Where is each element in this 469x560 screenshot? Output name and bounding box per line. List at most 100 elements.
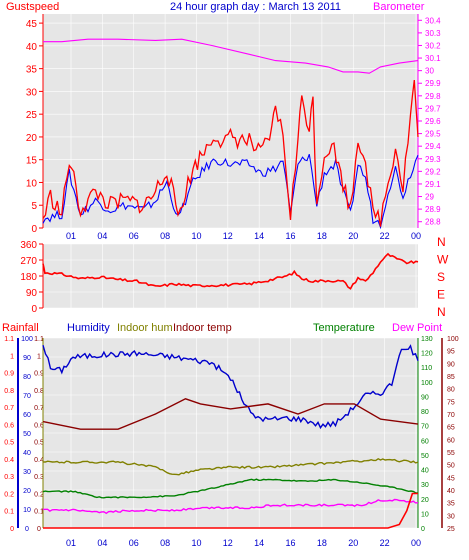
temperature-tick-label: 10: [421, 511, 429, 518]
dew-point-tick-label: 25: [447, 526, 455, 533]
baro-axis: 28.8 28.9 29 29.1 29.2 29.3 29.4 29.5 29.6 29.7 29…: [417, 14, 441, 228]
chart-title: 24 hour graph day : March 13 2011: [170, 1, 341, 13]
indoor-temp-header: Indoor temp: [173, 322, 232, 334]
humidity-line: [42, 344, 419, 430]
temperature-tick-label: 90: [421, 394, 429, 401]
baro-tick-label: 29.3: [425, 155, 441, 164]
gust-axis: 0 5 10 15 20 25 30 35 40 45: [26, 14, 44, 235]
humidity-header: Humidity: [67, 322, 110, 334]
humidity-tick-label: 40: [23, 450, 31, 457]
humidity-tick-label: 20: [23, 488, 31, 495]
gust-tick-label: 5: [31, 201, 37, 212]
baro-line: [43, 38, 419, 74]
compass-label: S: [437, 270, 445, 284]
gust-tick-label: 35: [26, 65, 38, 76]
baro-tick-label: 28.9: [425, 205, 441, 214]
indoor-tick-label: 0: [37, 526, 41, 533]
time-tick-label: 20: [348, 231, 358, 241]
gust-tick-label: 45: [26, 19, 38, 30]
dew-point-tick-label: 40: [447, 488, 455, 495]
baro-tick-label: 29.1: [425, 180, 441, 189]
dew-point-tick-label: 30: [447, 513, 455, 520]
indoor-tick-label: 0.7: [34, 405, 44, 412]
rainfall-tick-label: 0.1: [4, 509, 14, 516]
time-tick-label: 08: [160, 538, 170, 548]
dew-point-tick-label: 80: [447, 387, 455, 394]
time-tick-label: 18: [317, 231, 327, 241]
temperature-tick-label: 50: [421, 453, 429, 460]
dew-point-tick-label: 35: [447, 501, 455, 508]
baro-tick-label: 29.9: [425, 79, 441, 88]
time-tick-label: 16: [286, 538, 296, 548]
gust-axis-label: Gustspeed: [6, 1, 59, 13]
temperature-panel-axes: 00.10.20.30.40.50.60.70.80.911.101020304…: [4, 336, 459, 533]
time-tick-label: 01: [66, 538, 76, 548]
temperature-tick-label: 20: [421, 497, 429, 504]
temperature-tick-label: 130: [421, 336, 433, 343]
indoor-tick-label: 0.6: [34, 422, 44, 429]
rainfall-tick-label: 0.9: [4, 371, 14, 378]
time-tick-label: 12: [223, 538, 233, 548]
time-tick-label: 20: [348, 538, 358, 548]
baro-tick-label: 29.8: [425, 92, 441, 101]
time-tick-label: 12: [223, 231, 233, 241]
indoor-tick-label: 0.3: [34, 474, 44, 481]
indoor-tick-label: 0.9: [34, 371, 44, 378]
temperature-time-axis: 01 04 06 08 10 12 14 16 18 20 22 00: [66, 538, 421, 548]
gust-tick-label: 40: [26, 42, 38, 53]
dew-point-tick-label: 100: [447, 336, 459, 343]
temperature-tick-label: 0: [421, 526, 425, 533]
humidity-tick-label: 50: [23, 431, 31, 438]
direction-tick-label: 0: [31, 304, 37, 315]
gust-tick-label: 15: [26, 156, 38, 167]
time-tick-label: 14: [254, 231, 264, 241]
gust-tick-label: 25: [26, 110, 38, 121]
temperature-tick-label: 80: [421, 409, 429, 416]
gust-tick-label: 10: [26, 178, 38, 189]
indoor-tick-label: 0.5: [34, 440, 44, 447]
temperature-tick-label: 60: [421, 438, 429, 445]
dew-point-tick-label: 60: [447, 437, 455, 444]
time-tick-label: 00: [411, 538, 421, 548]
compass-label: N: [437, 235, 446, 249]
time-tick-label: 18: [317, 538, 327, 548]
temperature-series: [42, 344, 419, 529]
baro-tick-label: 28.8: [425, 218, 441, 227]
rainfall-tick-label: 0.7: [4, 405, 14, 412]
wind-time-axis: 01 04 06 08 10 12 14 16 18 20 22 00: [66, 231, 421, 241]
wind-line: [42, 154, 419, 230]
direction-tick-label: 90: [26, 288, 38, 299]
gust-tick-label: 20: [26, 133, 38, 144]
time-tick-label: 10: [191, 538, 201, 548]
direction-series: [42, 252, 419, 290]
temperature-line: [42, 478, 419, 499]
time-tick-label: 04: [97, 231, 107, 241]
time-tick-label: 16: [286, 231, 296, 241]
wind-panel-grid: [43, 14, 418, 229]
direction-tick-label: 360: [20, 240, 37, 251]
indoor-hum-line: [42, 457, 419, 476]
gust-tick-label: 0: [31, 224, 37, 235]
rainfall-tick-label: 0: [10, 526, 14, 533]
baro-tick-label: 30.4: [425, 16, 441, 25]
indoor-tick-label: 0.8: [34, 388, 44, 395]
dew-point-tick-label: 85: [447, 374, 455, 381]
direction-panel-grid: [43, 243, 418, 309]
baro-tick-label: 29.5: [425, 130, 441, 139]
humidity-tick-label: 70: [23, 393, 31, 400]
indoor-tick-label: 1: [37, 353, 41, 360]
rainfall-line: [43, 492, 418, 529]
baro-tick-label: 29.4: [425, 142, 441, 151]
time-tick-label: 10: [191, 231, 201, 241]
time-tick-label: 06: [129, 231, 139, 241]
humidity-tick-label: 60: [23, 412, 31, 419]
dew-point-tick-label: 50: [447, 463, 455, 470]
dew-point-tick-label: 70: [447, 412, 455, 419]
humidity-tick-label: 90: [23, 355, 31, 362]
dew-point-header: Dew Point: [392, 322, 442, 334]
baro-tick-label: 29.7: [425, 104, 441, 113]
humidity-tick-label: 0: [25, 526, 29, 533]
time-tick-label: 22: [380, 231, 390, 241]
